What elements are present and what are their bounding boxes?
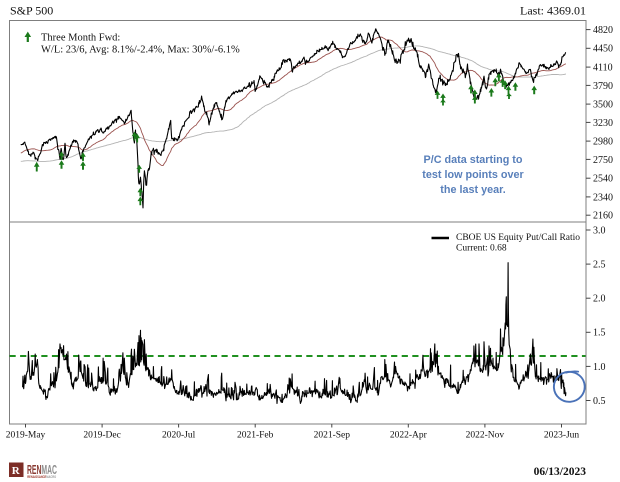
svg-text:2022-Nov: 2022-Nov	[466, 431, 505, 441]
svg-text:3.0: 3.0	[593, 225, 606, 236]
svg-text:R: R	[12, 465, 21, 477]
svg-text:2023-Jun: 2023-Jun	[544, 431, 580, 441]
svg-text:2019-May: 2019-May	[6, 431, 46, 441]
svg-text:CBOE US Equity Put/Call Ratio: CBOE US Equity Put/Call Ratio	[456, 233, 580, 243]
svg-text:RENAISSANCEMACRO: RENAISSANCEMACRO	[27, 475, 56, 479]
svg-text:4450: 4450	[593, 44, 613, 55]
svg-text:Last: 4369.01: Last: 4369.01	[520, 4, 586, 18]
svg-text:2022-Apr: 2022-Apr	[390, 431, 428, 441]
svg-text:2.0: 2.0	[593, 294, 606, 305]
svg-text:4110: 4110	[593, 63, 613, 74]
svg-text:4820: 4820	[593, 25, 613, 36]
svg-text:2340: 2340	[593, 192, 613, 203]
svg-text:2020-Jul: 2020-Jul	[162, 431, 196, 441]
svg-text:Current: 0.68: Current: 0.68	[456, 244, 507, 254]
svg-text:2980: 2980	[593, 137, 613, 148]
svg-text:2021-Feb: 2021-Feb	[237, 431, 274, 441]
svg-text:2021-Sep: 2021-Sep	[314, 431, 351, 441]
svg-text:1.0: 1.0	[593, 362, 606, 373]
svg-text:W/L: 23/6, Avg: 8.1%/-2.4%, Ma: W/L: 23/6, Avg: 8.1%/-2.4%, Max: 30%/-6.…	[41, 45, 240, 56]
svg-text:06/13/2023: 06/13/2023	[534, 466, 587, 478]
svg-text:RENMAC: RENMAC	[27, 463, 57, 477]
svg-text:S&P 500: S&P 500	[10, 4, 53, 18]
svg-text:Three Month Fwd:: Three Month Fwd:	[41, 33, 120, 44]
svg-text:2160: 2160	[593, 211, 613, 222]
svg-text:2750: 2750	[593, 155, 613, 166]
svg-text:0.5: 0.5	[593, 396, 606, 407]
svg-text:3230: 3230	[593, 118, 613, 129]
svg-text:1.5: 1.5	[593, 328, 606, 339]
svg-text:2540: 2540	[593, 174, 613, 185]
svg-text:2019-Dec: 2019-Dec	[83, 431, 120, 441]
svg-text:3790: 3790	[593, 81, 613, 92]
svg-text:2.5: 2.5	[593, 260, 606, 271]
svg-text:3500: 3500	[593, 100, 613, 111]
